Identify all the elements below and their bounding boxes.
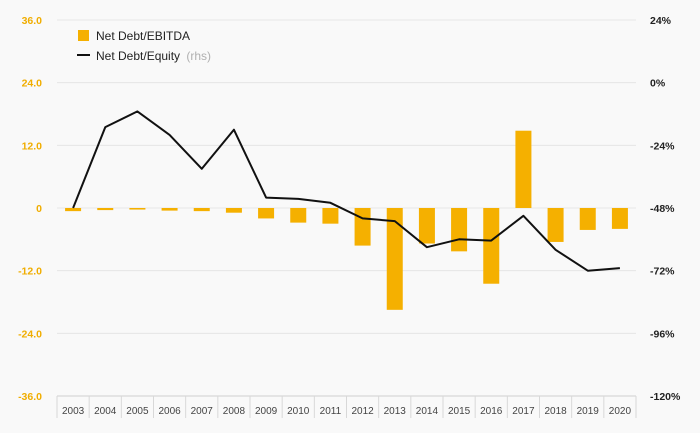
bar-series — [65, 130, 628, 310]
x-tick-label: 2011 — [320, 406, 342, 417]
left-tick-label: 0 — [36, 203, 42, 215]
x-tick-label: 2010 — [287, 406, 310, 417]
x-tick-label: 2008 — [223, 406, 246, 417]
bar — [322, 208, 339, 224]
bar — [290, 208, 307, 223]
x-tick-label: 2004 — [94, 406, 117, 417]
bar — [193, 208, 210, 212]
left-tick-label: -24.0 — [18, 328, 42, 340]
legend-label-line-name: Net Debt/Equity — [96, 49, 180, 63]
left-tick-label: -36.0 — [18, 391, 42, 403]
right-tick-label: 24% — [650, 15, 672, 27]
x-tick-label: 2015 — [448, 406, 471, 417]
bar — [225, 208, 242, 213]
left-tick-label: 36.0 — [22, 15, 43, 27]
right-tick-label: -120% — [650, 391, 681, 403]
legend-swatch-bar — [78, 30, 89, 41]
bar — [515, 130, 532, 208]
bar — [451, 208, 468, 252]
bar — [483, 208, 500, 284]
x-tick-label: 2019 — [577, 406, 600, 417]
series-line — [72, 110, 620, 272]
x-tick-label: 2009 — [255, 406, 278, 417]
bar — [65, 208, 82, 212]
x-tick-label: 2016 — [480, 406, 503, 417]
right-tick-label: -72% — [650, 266, 675, 278]
axes: -36.0 -24.0 -12.0 0 12.0 24.0 36.0 -120% -96% -72… — [18, 15, 681, 418]
x-tick-label: 2003 — [62, 406, 85, 417]
legend-label-line-suffix: (rhs) — [186, 49, 211, 63]
legend-label-bar: Net Debt/EBITDA — [96, 29, 190, 43]
bar — [386, 208, 403, 310]
x-tick-label: 2007 — [191, 406, 214, 417]
right-tick-label: -96% — [650, 328, 675, 340]
x-tick-label: 2017 — [512, 406, 535, 417]
bar — [129, 208, 146, 210]
x-tick-label: 2005 — [126, 406, 149, 417]
left-tick-label: 12.0 — [22, 140, 43, 152]
right-tick-label: -48% — [650, 203, 675, 215]
x-tick-label: 2013 — [384, 406, 407, 417]
legend: Net Debt/EBITDA Net Debt/Equity (rhs) — [77, 29, 211, 63]
left-tick-label: 24.0 — [22, 78, 43, 90]
x-tick-label: 2012 — [351, 406, 374, 417]
legend-label-line: Net Debt/Equity (rhs) — [96, 49, 211, 63]
x-tick-label: 2006 — [158, 406, 181, 417]
bar — [97, 208, 114, 211]
bar — [354, 208, 371, 246]
left-tick-label: -12.0 — [18, 266, 42, 278]
x-tick-label: 2014 — [416, 406, 439, 417]
bar — [161, 208, 178, 211]
grid-lines — [57, 19, 636, 334]
bar — [547, 208, 564, 242]
x-tick-label: 2020 — [609, 406, 632, 417]
bar — [579, 208, 596, 230]
bar — [258, 208, 275, 219]
right-tick-label: 0% — [650, 78, 666, 90]
line-series — [72, 110, 620, 272]
bar — [611, 208, 628, 229]
bar — [418, 208, 435, 244]
x-tick-label: 2018 — [544, 406, 567, 417]
right-tick-label: -24% — [650, 140, 675, 152]
